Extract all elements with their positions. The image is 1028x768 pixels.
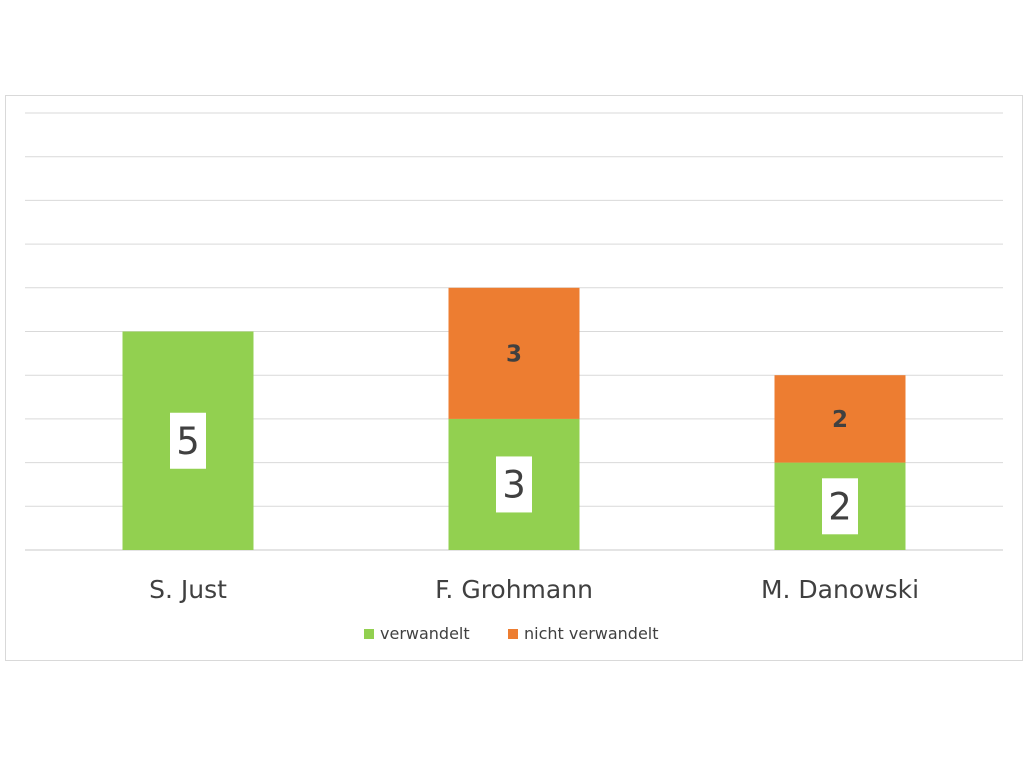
data-labels: 5 3 3 2 2 [170,341,858,535]
data-label: 5 [176,420,200,463]
data-label: 3 [502,463,526,506]
category-label: M. Danowski [761,575,919,604]
category-label: S. Just [149,575,227,604]
legend-label: verwandelt [380,624,470,643]
category-label: F. Grohmann [435,575,593,604]
data-label: 3 [506,341,522,367]
category-axis: S. Just F. Grohmann M. Danowski [149,575,919,604]
bars [122,287,906,550]
legend: verwandelt nicht verwandelt [364,624,659,643]
data-label-box [822,478,858,535]
data-label: 2 [832,407,848,433]
data-label: 2 [828,485,852,528]
bar-segment [774,375,906,463]
data-label-box [170,412,206,469]
legend-label: nicht verwandelt [524,624,659,643]
bar-segment [448,287,580,419]
legend-swatch [508,629,518,639]
legend-swatch [364,629,374,639]
data-label-box [496,456,532,513]
